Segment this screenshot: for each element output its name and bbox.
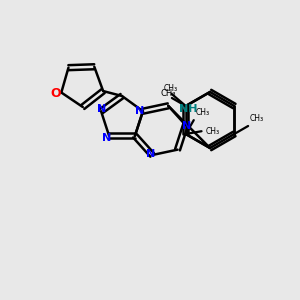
Text: CH₃: CH₃ <box>206 127 220 136</box>
Text: N: N <box>146 149 155 159</box>
Text: CH₃: CH₃ <box>196 108 210 117</box>
Text: CH₃: CH₃ <box>160 88 176 98</box>
Text: CH₃: CH₃ <box>164 84 178 93</box>
Text: NH: NH <box>178 104 197 114</box>
Text: O: O <box>50 87 61 100</box>
Text: N: N <box>102 133 112 143</box>
Text: N: N <box>135 106 145 116</box>
Text: CH₃: CH₃ <box>250 114 264 123</box>
Text: N: N <box>98 104 107 114</box>
Text: N: N <box>182 121 191 131</box>
